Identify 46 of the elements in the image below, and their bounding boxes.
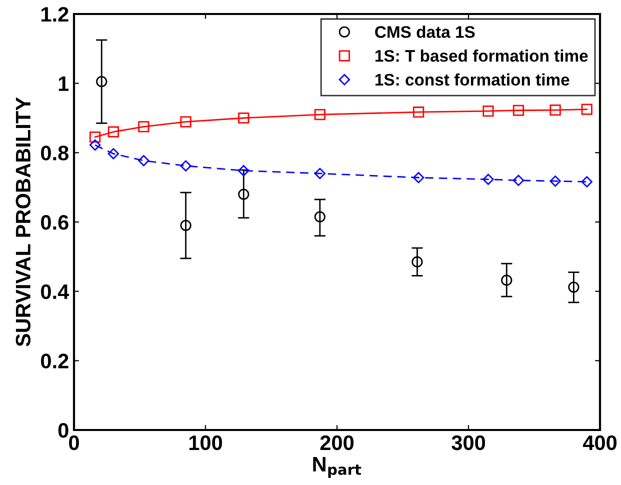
point [412, 172, 424, 184]
point [550, 104, 561, 116]
point [550, 175, 561, 187]
y-tick-label: 0.4 [41, 284, 70, 300]
point [568, 282, 580, 293]
x-tick-label: 400 [582, 435, 617, 450]
point [512, 104, 524, 116]
x-axis-title: N$_{part}$ [313, 457, 362, 478]
y-axis-title: SURVIVAL PROBABILITY [16, 97, 31, 346]
point [512, 174, 524, 186]
point [482, 106, 494, 117]
point [180, 116, 192, 128]
point [180, 220, 192, 232]
point [581, 104, 592, 115]
legend-label: 1S: T based formation time [375, 50, 588, 62]
point [412, 256, 423, 268]
point [314, 211, 326, 222]
y-tick-label: 0.6 [41, 215, 68, 230]
y-tick-label: 1 [58, 76, 69, 91]
legend-label: CMS data 1S [375, 26, 475, 38]
point [482, 174, 494, 185]
point [412, 106, 424, 118]
x-tick-label: 300 [452, 435, 486, 450]
point [89, 132, 101, 143]
point [138, 121, 150, 132]
point [180, 160, 192, 172]
point [581, 176, 592, 188]
point [314, 108, 326, 120]
y-tick-label: 0.2 [41, 354, 68, 368]
x-tick-label: 200 [320, 435, 354, 450]
point [138, 155, 150, 166]
point [238, 188, 250, 200]
y-tick-label: 0.8 [41, 146, 69, 160]
point [501, 274, 512, 286]
legend-label: 1S: const formation time [375, 73, 570, 86]
point [96, 76, 108, 88]
point [238, 112, 250, 124]
x-tick-label: 0 [69, 435, 79, 450]
x-tick-label: 100 [189, 435, 222, 450]
point [89, 139, 101, 151]
y-tick-label: 1.2 [41, 7, 68, 22]
point [108, 126, 120, 138]
point [314, 168, 326, 180]
y-tick-label: 0 [58, 423, 68, 438]
point [108, 148, 120, 160]
point [238, 165, 250, 176]
